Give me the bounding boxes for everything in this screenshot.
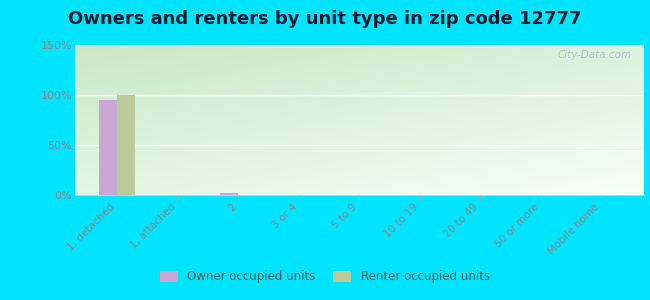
Text: Owners and renters by unit type in zip code 12777: Owners and renters by unit type in zip c… (68, 11, 582, 28)
Bar (99, 100, 117, 195)
Legend: Owner occupied units, Renter occupied units: Owner occupied units, Renter occupied un… (155, 266, 495, 288)
Bar (220, 193, 238, 195)
Text: City-Data.com: City-Data.com (558, 50, 632, 59)
Bar (117, 95, 135, 195)
